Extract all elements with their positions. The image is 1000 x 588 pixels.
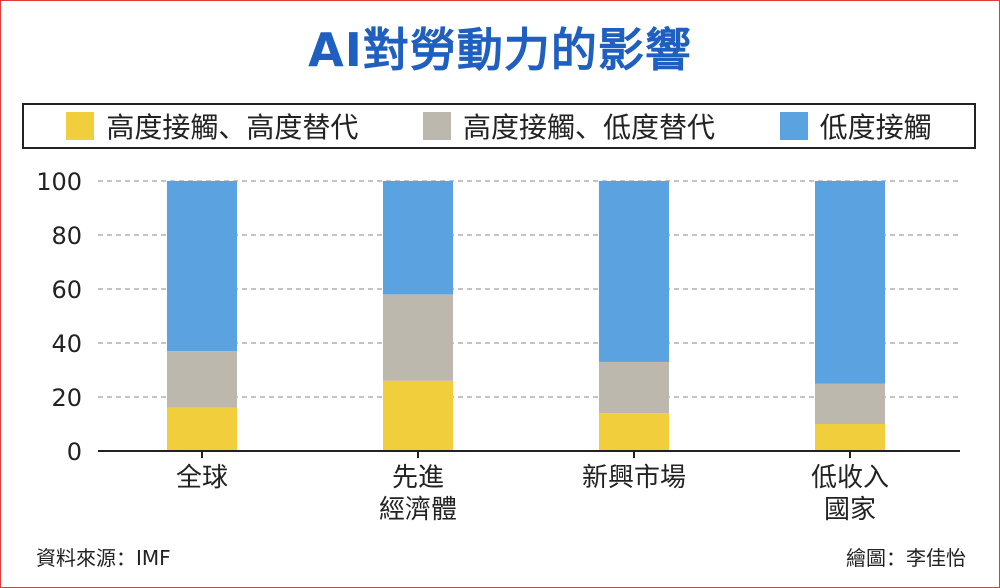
bar-segment — [599, 361, 669, 414]
bar-segment — [599, 181, 669, 362]
y-tick-label: 20 — [51, 384, 82, 412]
x-category-label: 低收入 — [811, 463, 889, 493]
bar-segment — [815, 424, 885, 451]
credit-note: 繪圖：李佳怡 — [846, 546, 966, 570]
bar-segment — [383, 294, 453, 381]
legend-item-high-contact-low-substitution: 高度接觸、低度替代 — [422, 106, 715, 146]
bar-segment — [383, 181, 453, 295]
bar-segment — [167, 407, 237, 451]
legend-swatch — [779, 112, 808, 140]
x-category-label: 經濟體 — [379, 495, 457, 525]
legend: 高度接觸、高度替代 高度接觸、低度替代 低度接觸 — [22, 103, 976, 149]
y-tick-label: 40 — [51, 330, 82, 358]
bar-segment — [815, 383, 885, 424]
bar-segment — [383, 380, 453, 451]
x-category-label: 國家 — [824, 495, 876, 525]
x-category-label: 先進 — [392, 463, 444, 493]
legend-swatch — [66, 112, 95, 140]
y-tick-label: 80 — [51, 222, 82, 250]
legend-swatch — [422, 112, 451, 140]
bar-segment — [599, 413, 669, 451]
bar-segment — [167, 351, 237, 408]
legend-item-high-contact-high-substitution: 高度接觸、高度替代 — [66, 106, 358, 146]
x-category-label: 全球 — [176, 463, 228, 493]
legend-label: 低度接觸 — [819, 111, 932, 144]
legend-item-low-contact: 低度接觸 — [779, 106, 932, 146]
chart-title: AI對勞動力的影響 — [308, 23, 692, 77]
y-tick-label: 60 — [51, 276, 82, 304]
x-category-label: 新興市場 — [582, 463, 686, 493]
legend-label: 高度接觸、低度替代 — [462, 111, 715, 144]
legend-label: 高度接觸、高度替代 — [106, 111, 359, 144]
bar-segment — [815, 181, 885, 384]
bar-segment — [167, 181, 237, 352]
y-tick-label: 0 — [67, 438, 82, 466]
y-tick-label: 100 — [36, 168, 82, 196]
source-note: 資料來源：IMF — [36, 546, 171, 570]
